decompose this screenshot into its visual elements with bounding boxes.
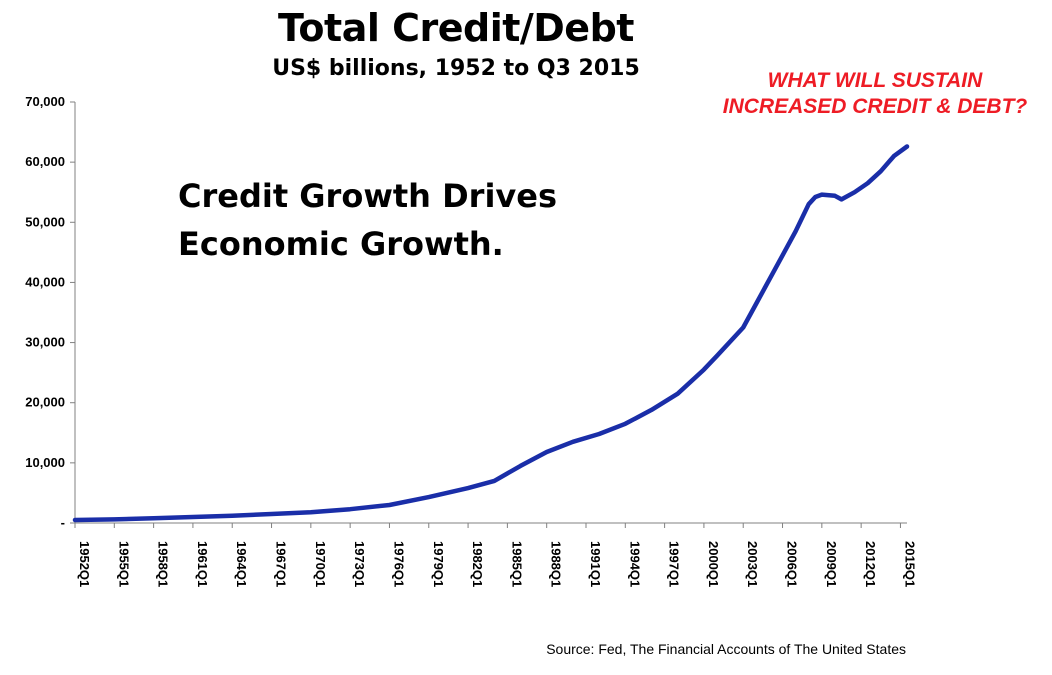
series-group xyxy=(72,144,910,523)
headline-line-1: Credit Growth Drives xyxy=(178,177,558,215)
annotation-line-1: WHAT WILL SUSTAIN xyxy=(767,69,983,92)
x-axis: 1952Q1 1955Q1 1958Q1 1961Q1 1964Q1 1967Q1 1970… xyxy=(74,522,917,587)
chart-subtitle: US$ billions, 1952 to Q3 2015 xyxy=(272,56,640,81)
annotation-question: WHAT WILL SUSTAIN INCREASED CREDIT & DEB… xyxy=(700,68,1050,120)
series-line-total-credit-debt xyxy=(72,144,910,523)
x-tick-label: 2015Q1 xyxy=(902,541,917,587)
x-tick-label: 1979Q1 xyxy=(431,541,446,587)
x-tick-label: 2000Q1 xyxy=(706,541,721,587)
x-tick-label: 1985Q1 xyxy=(509,541,524,587)
annotation-line-2: INCREASED CREDIT & DEBT? xyxy=(722,95,1028,118)
x-tick-label: 1973Q1 xyxy=(352,541,367,587)
chart-title: Total Credit/Debt xyxy=(278,6,634,50)
x-tick-label: 2012Q1 xyxy=(863,541,878,587)
x-tick-label: 1970Q1 xyxy=(313,541,328,587)
source-note: Source: Fed, The Financial Accounts of T… xyxy=(546,641,906,657)
x-tick-label: 1958Q1 xyxy=(156,541,171,587)
y-tick-label: 20,000 xyxy=(25,395,65,410)
y-tick-label: - xyxy=(61,515,65,530)
x-tick-label: 1997Q1 xyxy=(667,541,682,587)
x-tick-label: 1982Q1 xyxy=(470,541,485,587)
y-axis: - 10,000 20,000 30,000 40,000 50,000 60,000 70,… xyxy=(25,94,76,530)
x-tick-label: 1952Q1 xyxy=(77,541,92,587)
y-tick-label: 30,000 xyxy=(25,335,65,350)
x-tick-label: 1964Q1 xyxy=(234,541,249,587)
x-tick-label: 1994Q1 xyxy=(627,541,642,587)
y-tick-label: 40,000 xyxy=(25,274,65,289)
x-tick-label: 1991Q1 xyxy=(588,541,603,587)
y-tick-label: 70,000 xyxy=(25,94,65,109)
x-tick-label: 1955Q1 xyxy=(116,541,131,587)
x-tick-label: 1976Q1 xyxy=(391,541,406,587)
x-tick-label: 2006Q1 xyxy=(785,541,800,587)
x-tick-label: 2003Q1 xyxy=(745,541,760,587)
x-tick-label: 1988Q1 xyxy=(549,541,564,587)
y-tick-label: 10,000 xyxy=(25,455,65,470)
headline-annotation: Credit Growth Drives Economic Growth. xyxy=(178,172,557,268)
headline-line-2: Economic Growth. xyxy=(178,225,504,263)
x-tick-label: 1967Q1 xyxy=(274,541,289,587)
x-tick-label: 1961Q1 xyxy=(195,541,210,587)
x-tick-label: 2009Q1 xyxy=(824,541,839,587)
y-tick-label: 50,000 xyxy=(25,214,65,229)
y-tick-label: 60,000 xyxy=(25,154,65,169)
